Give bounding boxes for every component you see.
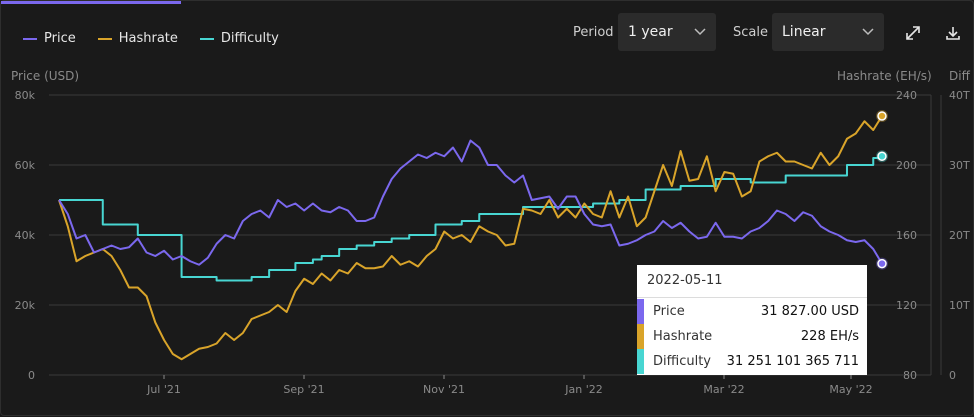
legend-label-hashrate: Hashrate [118,31,178,46]
x-tick-label: Sep '21 [283,383,324,396]
legend-label-price: Price [44,31,76,46]
tooltip-label-difficulty: Difficulty [653,354,711,369]
x-tick-label: Nov '21 [423,383,465,396]
right-axis-title-hashrate: Hashrate (EH/s) [837,69,932,83]
y-tick-label-hashrate: 200 [896,159,917,172]
tooltip-divider [637,297,867,298]
y-tick-label-hashrate: 120 [896,299,917,312]
x-tick-label: Mar '22 [703,383,744,396]
tooltip-row-difficulty: Difficulty 31 251 101 365 711 [637,349,867,374]
series-line-hashrate [58,115,883,361]
y-tick-label-left: 0 [28,369,35,382]
series-line-difficulty [59,156,883,282]
legend-item-price[interactable]: Price [23,31,76,46]
end-marker-hashrate [877,111,887,121]
y-tick-label-difficulty: 0 [949,369,956,382]
period-select-value: 1 year [628,24,673,40]
tooltip-date: 2022-05-11 [647,273,723,288]
y-tick-label-difficulty: 30T [949,159,970,172]
legend-swatch-price [23,37,37,40]
expand-icon [906,26,920,40]
period-label: Period [573,25,614,40]
tooltip-swatch-price [637,299,644,324]
tooltip-swatch-hashrate [637,324,644,349]
y-tick-label-left: 80k [15,89,36,102]
y-tick-label-difficulty: 20T [949,229,970,242]
legend-item-difficulty[interactable]: Difficulty [199,31,279,46]
tooltip-value-hashrate: 228 EH/s [800,329,859,344]
y-tick-label-left: 20k [15,299,36,312]
data-tooltip: 2022-05-11 Price 31 827.00 USD Hashrate … [637,265,867,375]
tooltip-value-price: 31 827.00 USD [760,304,859,319]
x-tick-label: May '22 [829,383,872,396]
tooltip-label-hashrate: Hashrate [653,329,713,344]
x-tick-label: Jan '22 [564,383,602,396]
y-tick-label-left: 40k [15,229,36,242]
period-select[interactable]: 1 year [618,13,716,51]
chevron-down-icon [694,28,706,36]
tooltip-swatch-difficulty [637,349,644,374]
expand-button[interactable] [901,21,925,45]
left-axis-title: Price (USD) [11,69,80,83]
scale-select-value: Linear [782,24,826,40]
y-tick-label-difficulty: 10T [949,299,970,312]
chevron-down-icon [862,28,874,36]
legend-label-difficulty: Difficulty [220,31,279,46]
y-tick-label-hashrate: 80 [903,369,917,382]
tooltip-value-difficulty: 31 251 101 365 711 [726,354,859,369]
y-tick-label-left: 60k [15,159,36,172]
legend-item-hashrate[interactable]: Hashrate [97,31,178,46]
y-tick-label-difficulty: 40T [949,89,970,102]
tooltip-row-hashrate: Hashrate 228 EH/s [637,324,867,349]
tooltip-label-price: Price [653,304,685,319]
series-line-price [58,139,883,266]
y-tick-label-hashrate: 160 [896,229,917,242]
download-icon [946,27,960,40]
active-tab-indicator [1,1,181,4]
x-tick-label: Jul '21 [146,383,181,396]
right-axis-title-difficulty: Diff [949,69,970,83]
end-marker-price [877,258,887,269]
legend-swatch-difficulty [199,37,214,40]
tooltip-row-price: Price 31 827.00 USD [637,299,867,324]
chart-legend: Price Hashrate Difficulty [23,31,279,46]
end-marker-difficulty [877,151,887,161]
scale-select[interactable]: Linear [772,13,884,51]
legend-swatch-hashrate [97,37,112,40]
scale-label: Scale [733,25,768,40]
y-tick-label-hashrate: 240 [896,89,917,102]
download-button[interactable] [941,21,965,45]
